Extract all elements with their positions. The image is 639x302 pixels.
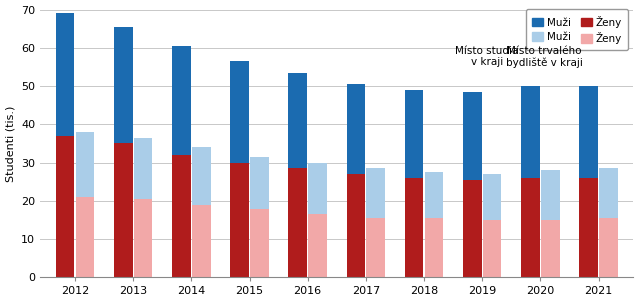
Bar — [424, 218, 443, 278]
Bar — [463, 92, 482, 180]
Bar — [541, 170, 560, 220]
Bar — [599, 218, 618, 278]
Text: Místo trvalého
bydliště v kraji: Místo trvalého bydliště v kraji — [506, 46, 583, 68]
Bar — [192, 205, 210, 278]
Bar — [134, 138, 152, 199]
Bar — [308, 214, 327, 278]
Bar — [347, 174, 366, 278]
Bar — [521, 178, 540, 278]
Bar — [405, 178, 424, 278]
Legend: Muži, Muži, Ženy, Ženy: Muži, Muži, Ženy, Ženy — [526, 9, 628, 50]
Bar — [288, 168, 307, 278]
Bar — [192, 147, 210, 205]
Bar — [172, 155, 191, 278]
Bar — [366, 168, 385, 218]
Bar — [75, 197, 94, 278]
Bar — [463, 180, 482, 278]
Bar — [580, 178, 598, 278]
Bar — [405, 90, 424, 178]
Bar — [541, 220, 560, 278]
Bar — [230, 162, 249, 278]
Bar — [366, 218, 385, 278]
Bar — [56, 136, 74, 278]
Bar — [250, 209, 269, 278]
Bar — [347, 84, 366, 174]
Bar — [230, 61, 249, 162]
Bar — [424, 172, 443, 218]
Text: Místo studia
v kraji: Místo studia v kraji — [456, 46, 519, 67]
Y-axis label: Studenti (tis.): Studenti (tis.) — [6, 105, 15, 182]
Bar — [521, 86, 540, 178]
Bar — [172, 46, 191, 155]
Bar — [56, 13, 74, 136]
Bar — [308, 162, 327, 214]
Bar — [250, 157, 269, 209]
Bar — [483, 174, 502, 220]
Bar — [483, 220, 502, 278]
Bar — [580, 86, 598, 178]
Bar — [75, 132, 94, 197]
Bar — [288, 73, 307, 168]
Bar — [599, 168, 618, 218]
Bar — [114, 27, 132, 143]
Bar — [114, 143, 132, 278]
Bar — [134, 199, 152, 278]
